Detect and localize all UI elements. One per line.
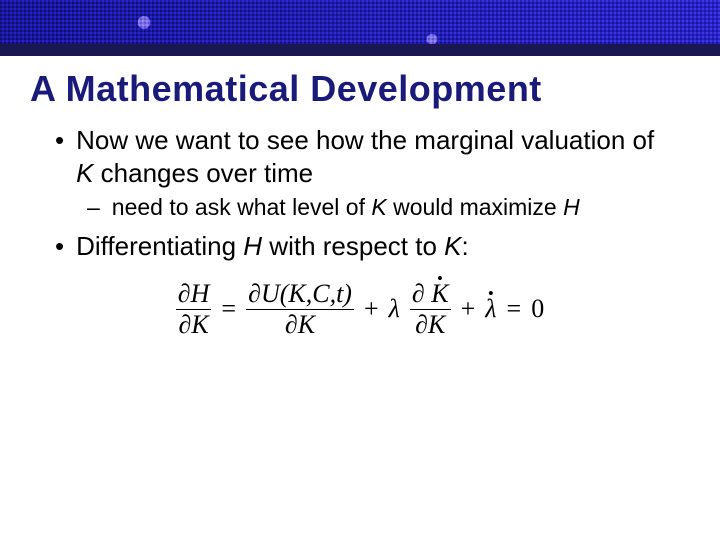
- text-run: Now we want to see how the marginal valu…: [76, 125, 654, 155]
- bullet-level1: • Differentiating H with respect to K:: [55, 230, 665, 263]
- equation: ∂H ∂K = ∂U(K,C,t) ∂K + λ: [176, 280, 544, 338]
- partial-symbol: ∂: [248, 279, 261, 308]
- dash-icon: –: [87, 193, 100, 222]
- var: K: [428, 310, 445, 339]
- fraction: ∂U(K,C,t) ∂K: [246, 280, 354, 338]
- var: H: [191, 279, 210, 308]
- k-dot: K: [431, 280, 448, 307]
- var: K: [298, 310, 315, 339]
- bullet-level1: • Now we want to see how the marginal va…: [55, 124, 665, 189]
- bullet-level2: – need to ask what level of K would maxi…: [55, 193, 665, 222]
- equals-sign: =: [507, 294, 522, 324]
- partial-symbol: ∂: [412, 279, 425, 308]
- text-run: need to ask what level of: [112, 194, 372, 220]
- denominator: ∂K: [413, 311, 447, 338]
- decorative-header-band: [0, 0, 720, 56]
- equation-block: ∂H ∂K = ∂U(K,C,t) ∂K + λ: [55, 280, 665, 338]
- italic-var: K: [76, 158, 93, 188]
- bullet-text: Now we want to see how the marginal valu…: [76, 124, 665, 189]
- partial-symbol: ∂: [178, 279, 191, 308]
- bullet-dot-icon: •: [55, 124, 64, 157]
- page-title: A Mathematical Development: [0, 56, 720, 114]
- italic-var: K: [444, 231, 461, 261]
- function-call: U(K,C,t): [261, 279, 352, 308]
- text-run: :: [461, 231, 468, 261]
- bullet-dot-icon: •: [55, 230, 64, 263]
- italic-var: H: [243, 231, 262, 261]
- equals-sign: =: [221, 294, 236, 324]
- fraction: ∂H ∂K: [176, 280, 212, 338]
- numerator: ∂H: [176, 280, 212, 307]
- partial-symbol: ∂: [179, 310, 192, 339]
- lambda-symbol: λ: [389, 294, 400, 324]
- numerator: ∂U(K,C,t): [246, 280, 354, 307]
- zero: 0: [531, 294, 544, 324]
- bullet-text: Differentiating H with respect to K:: [76, 230, 469, 263]
- plus-sign: +: [364, 294, 379, 324]
- partial-symbol: ∂: [285, 310, 298, 339]
- numerator: ∂ K: [410, 280, 451, 307]
- text-run: Differentiating: [76, 231, 243, 261]
- italic-var: H: [563, 194, 580, 220]
- text-run: with respect to: [262, 231, 444, 261]
- text-run: would maximize: [387, 194, 563, 220]
- denominator: ∂K: [177, 311, 211, 338]
- plus-sign: +: [461, 294, 476, 324]
- fraction: ∂ K ∂K: [410, 280, 451, 338]
- var: K: [191, 310, 208, 339]
- partial-symbol: ∂: [415, 310, 428, 339]
- text-run: changes over time: [93, 158, 313, 188]
- bullet-text: need to ask what level of K would maximi…: [112, 193, 580, 222]
- slide-body: • Now we want to see how the marginal va…: [0, 114, 720, 338]
- denominator: ∂K: [283, 311, 317, 338]
- lambda-dot: λ: [485, 294, 496, 324]
- italic-var: K: [371, 194, 386, 220]
